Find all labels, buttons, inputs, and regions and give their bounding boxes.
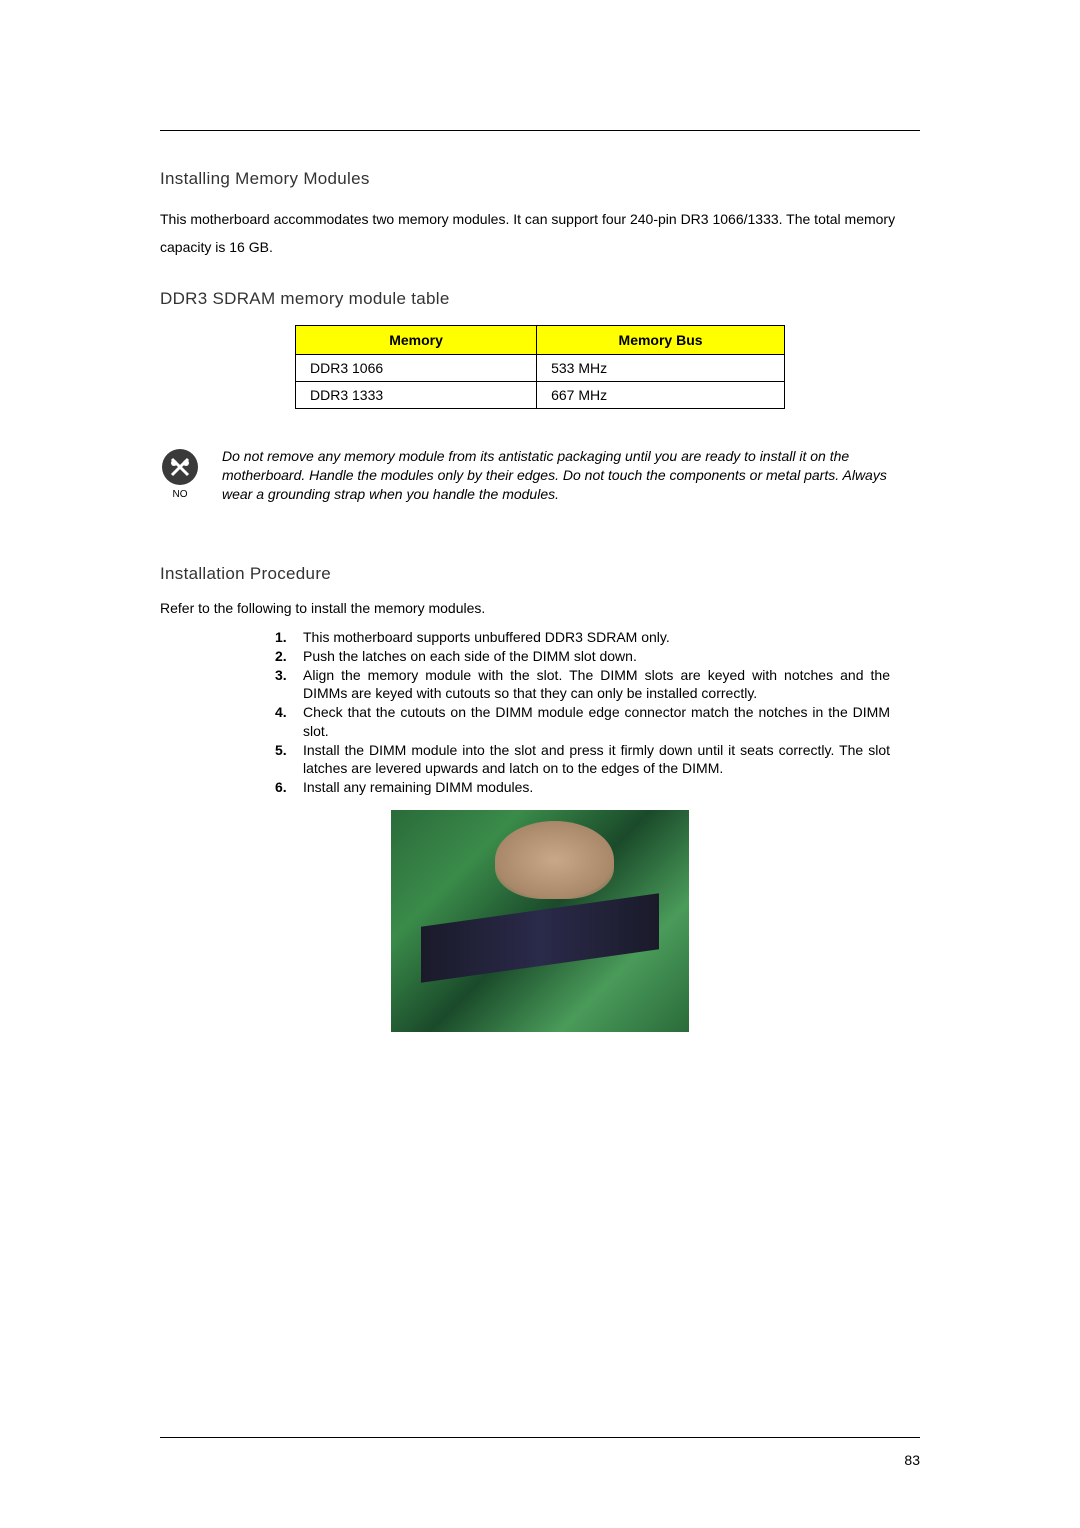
table-header-memory-bus: Memory Bus [537, 326, 785, 355]
step-item: Check that the cutouts on the DIMM modul… [275, 703, 890, 739]
step-item: Push the latches on each side of the DIM… [275, 647, 890, 665]
no-warning-icon: NO [160, 447, 200, 499]
top-horizontal-rule [160, 130, 920, 131]
intro-paragraph-1: This motherboard accommodates two memory… [160, 205, 920, 261]
heading-installation-procedure: Installation Procedure [160, 564, 920, 584]
step-item: Install the DIMM module into the slot an… [275, 741, 890, 777]
dimm-installation-photo [391, 810, 689, 1032]
heading-ddr3-table: DDR3 SDRAM memory module table [160, 289, 920, 309]
page-number: 83 [904, 1452, 920, 1468]
table-row: DDR3 1333 667 MHz [296, 382, 785, 409]
svg-text:NO: NO [173, 489, 188, 499]
heading-installing-memory: Installing Memory Modules [160, 169, 920, 189]
procedure-intro: Refer to the following to install the me… [160, 600, 920, 616]
table-cell: DDR3 1333 [296, 382, 537, 409]
table-cell: 533 MHz [537, 355, 785, 382]
step-item: Install any remaining DIMM modules. [275, 778, 890, 796]
table-cell: 667 MHz [537, 382, 785, 409]
warning-text: Do not remove any memory module from its… [222, 447, 920, 504]
table-header-memory: Memory [296, 326, 537, 355]
table-row: DDR3 1066 533 MHz [296, 355, 785, 382]
warning-block: NO Do not remove any memory module from … [160, 447, 920, 504]
memory-module-table: Memory Memory Bus DDR3 1066 533 MHz DDR3… [295, 325, 785, 409]
step-item: This motherboard supports unbuffered DDR… [275, 628, 890, 646]
bottom-horizontal-rule [160, 1437, 920, 1438]
installation-steps-list: This motherboard supports unbuffered DDR… [275, 628, 890, 797]
step-item: Align the memory module with the slot. T… [275, 666, 890, 702]
table-cell: DDR3 1066 [296, 355, 537, 382]
